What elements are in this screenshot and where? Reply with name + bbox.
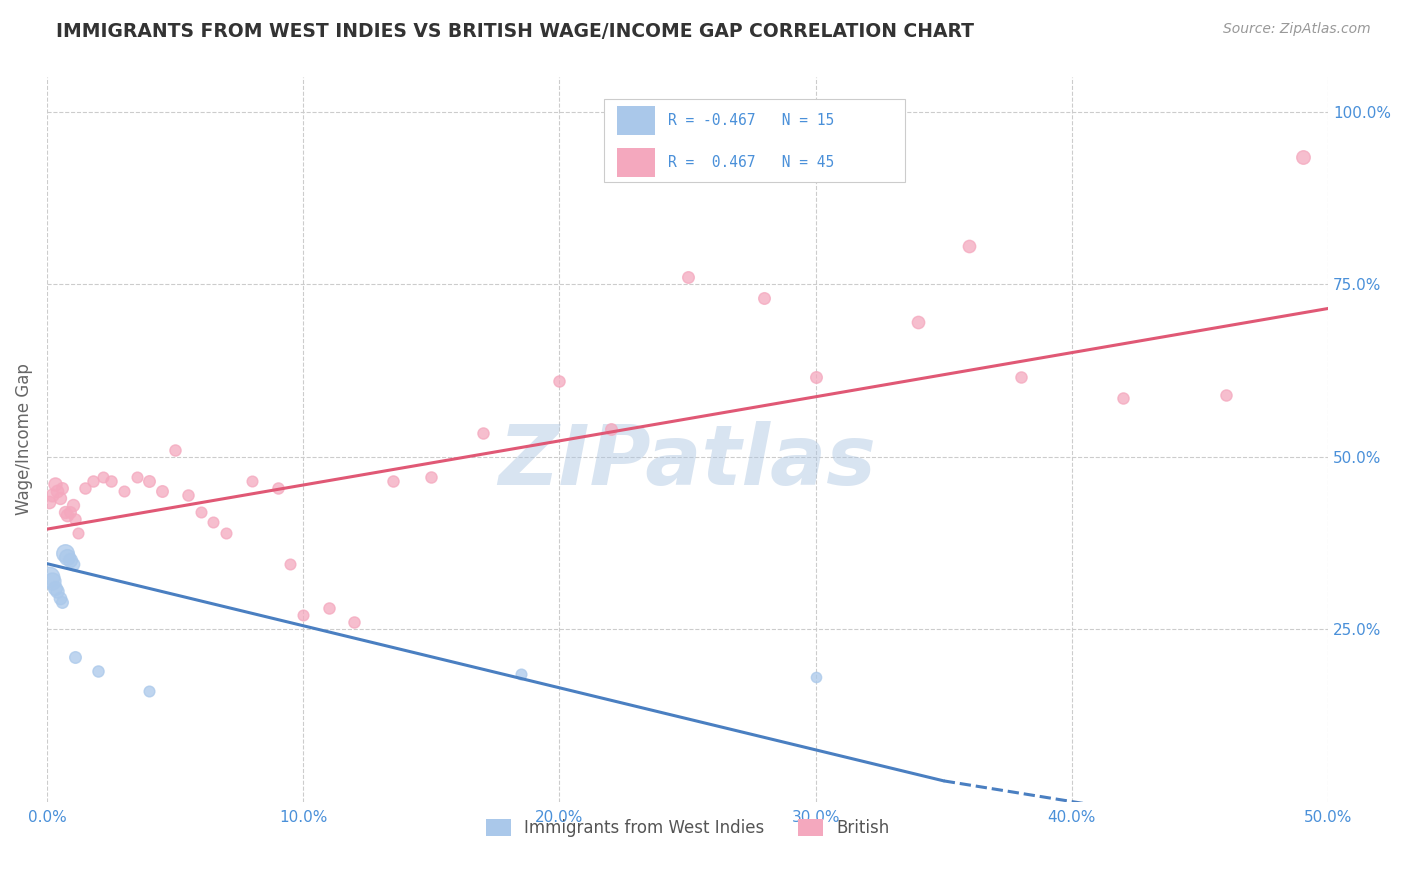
Point xyxy=(59,553,82,567)
Point xyxy=(1291,150,1313,164)
Point xyxy=(804,370,827,384)
Point xyxy=(907,315,929,329)
Point xyxy=(754,291,776,305)
Point xyxy=(48,491,70,505)
Point xyxy=(46,484,69,499)
Y-axis label: Wage/Income Gap: Wage/Income Gap xyxy=(15,364,32,516)
Point xyxy=(59,505,82,519)
Point xyxy=(266,481,288,495)
Text: IMMIGRANTS FROM WEST INDIES VS BRITISH WAGE/INCOME GAP CORRELATION CHART: IMMIGRANTS FROM WEST INDIES VS BRITISH W… xyxy=(56,22,974,41)
Point xyxy=(202,515,225,529)
Text: Source: ZipAtlas.com: Source: ZipAtlas.com xyxy=(1223,22,1371,37)
Point xyxy=(51,481,73,495)
Point xyxy=(56,508,79,523)
Text: R = -0.467   N = 15: R = -0.467 N = 15 xyxy=(668,113,835,128)
Point xyxy=(599,422,621,436)
Text: ZIPatlas: ZIPatlas xyxy=(499,421,876,501)
FancyBboxPatch shape xyxy=(605,99,905,183)
Point xyxy=(87,664,110,678)
Point xyxy=(1010,370,1032,384)
Point xyxy=(63,512,86,526)
Point xyxy=(343,615,366,630)
Point xyxy=(163,442,186,457)
Point xyxy=(420,470,443,484)
Point xyxy=(44,581,66,595)
Point xyxy=(190,505,212,519)
Point xyxy=(471,425,494,440)
Point xyxy=(75,481,97,495)
Point xyxy=(381,474,404,488)
Point xyxy=(62,557,84,571)
Point xyxy=(957,239,980,253)
Bar xyxy=(617,148,655,177)
Point xyxy=(53,505,76,519)
Point xyxy=(63,649,86,664)
Point xyxy=(150,484,173,499)
Point xyxy=(177,488,200,502)
Point xyxy=(38,494,60,508)
Point xyxy=(56,549,79,564)
Point xyxy=(46,584,69,599)
Point xyxy=(292,608,315,623)
Point xyxy=(62,498,84,512)
Point xyxy=(1112,391,1135,405)
Text: R =  0.467   N = 45: R = 0.467 N = 45 xyxy=(668,154,835,169)
Point xyxy=(51,594,73,608)
Point xyxy=(100,474,122,488)
Point xyxy=(38,570,60,584)
Bar xyxy=(617,106,655,136)
Point xyxy=(66,525,89,540)
Point xyxy=(548,374,571,388)
Point xyxy=(53,546,76,560)
Point xyxy=(138,474,160,488)
Point xyxy=(318,601,340,615)
Point xyxy=(41,488,63,502)
Point xyxy=(278,557,301,571)
Point xyxy=(215,525,238,540)
Point xyxy=(91,470,114,484)
Point xyxy=(48,591,70,606)
Point xyxy=(125,470,148,484)
Point xyxy=(676,270,699,285)
Point xyxy=(138,684,160,698)
Point xyxy=(510,667,533,681)
Point xyxy=(41,574,63,588)
Point xyxy=(44,477,66,491)
Legend: Immigrants from West Indies, British: Immigrants from West Indies, British xyxy=(479,813,896,844)
Point xyxy=(1215,387,1237,401)
Point xyxy=(112,484,135,499)
Point xyxy=(240,474,263,488)
Point xyxy=(82,474,104,488)
Point xyxy=(804,670,827,684)
